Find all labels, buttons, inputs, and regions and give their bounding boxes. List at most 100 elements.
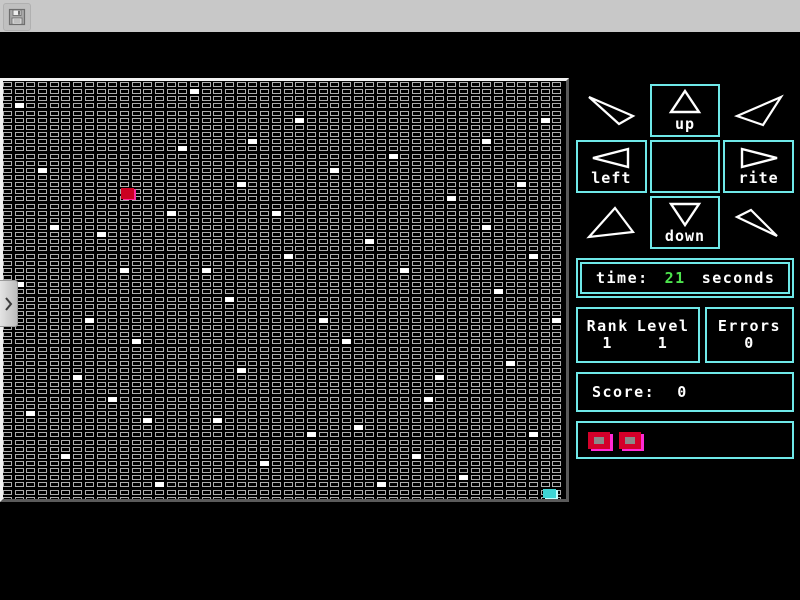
- maze-cell: [73, 189, 83, 195]
- triangle-down-left-icon: [585, 204, 637, 242]
- maze-row: [3, 425, 564, 432]
- maze-cell: [213, 275, 223, 281]
- sidebar-expander-tab[interactable]: [0, 280, 18, 327]
- maze-cell: [341, 346, 351, 352]
- maze-cell: [295, 117, 305, 123]
- rank-level-errors-panel: Rank 1 Level 1 Errors 0: [576, 307, 794, 363]
- maze-cell: [3, 267, 12, 273]
- maze-cell: [353, 332, 363, 338]
- maze-cell: [447, 110, 457, 116]
- maze-cell: [26, 196, 36, 202]
- key-up[interactable]: up: [649, 84, 721, 137]
- maze-cell: [505, 182, 515, 188]
- maze-cell: [14, 110, 24, 116]
- key-left[interactable]: left: [576, 140, 647, 193]
- maze-cell: [517, 182, 527, 188]
- maze-cell: [412, 117, 422, 123]
- maze-cell: [108, 332, 118, 338]
- maze-cell: [225, 182, 235, 188]
- maze-row: [3, 453, 564, 461]
- key-up-left[interactable]: [576, 84, 647, 137]
- maze-cell: [306, 89, 316, 95]
- maze-cell: [493, 267, 503, 273]
- maze-cell: [505, 110, 515, 116]
- maze-cell: [540, 182, 550, 188]
- maze-grid[interactable]: [3, 81, 566, 499]
- maze-cell: [306, 96, 316, 102]
- maze-cell: [517, 246, 527, 252]
- maze-cell: [201, 160, 211, 166]
- maze-cell: [458, 146, 468, 152]
- maze-cell: [377, 210, 386, 216]
- key-down-right[interactable]: [723, 196, 794, 249]
- maze-cell: [166, 82, 176, 87]
- maze-cell: [330, 446, 340, 452]
- maze-cell: [482, 282, 492, 288]
- maze-cell: [225, 196, 235, 202]
- maze-cell: [143, 139, 153, 145]
- maze-cell: [505, 203, 515, 209]
- maze-cell: [493, 182, 503, 188]
- maze-cell: [108, 446, 118, 452]
- maze-cell: [213, 196, 223, 202]
- maze-cell: [341, 439, 351, 445]
- maze-cell: [38, 396, 48, 402]
- maze-cell: [38, 410, 48, 416]
- maze-cell: [26, 332, 36, 338]
- maze-cell: [178, 124, 188, 130]
- maze-cell: [283, 196, 293, 202]
- maze-cell: [528, 225, 538, 230]
- maze-cell: [190, 325, 199, 331]
- maze-cell: [96, 403, 106, 409]
- maze-cell: [271, 289, 281, 295]
- maze-cell: [330, 389, 340, 395]
- maze-cell: [190, 196, 199, 202]
- maze-cell: [470, 174, 480, 180]
- maze-cell: [73, 182, 83, 188]
- maze-cell: [143, 253, 153, 259]
- maze-cell: [482, 153, 492, 159]
- maze-cell: [236, 232, 246, 238]
- maze-cell: [330, 496, 340, 499]
- maze-cell: [190, 96, 199, 102]
- maze-cell: [306, 475, 316, 481]
- key-down[interactable]: down: [649, 196, 721, 249]
- maze-cell: [318, 217, 328, 223]
- maze-cell: [318, 167, 328, 173]
- rank-label: Rank: [586, 316, 629, 335]
- maze-cell: [49, 432, 59, 438]
- key-down-left[interactable]: [576, 196, 647, 249]
- maze-cell: [365, 103, 375, 109]
- maze-cell: [283, 317, 293, 323]
- maze-cell: [552, 353, 562, 359]
- key-up-right[interactable]: [723, 84, 794, 137]
- maze-cell: [143, 275, 153, 281]
- maze-cell: [166, 346, 176, 352]
- maze-cell: [341, 389, 351, 395]
- maze-cell: [61, 89, 71, 95]
- maze-cell: [365, 382, 375, 388]
- maze-cell: [190, 82, 199, 87]
- maze-cell: [540, 282, 550, 288]
- maze-cell: [61, 153, 71, 159]
- maze-cell: [505, 210, 515, 216]
- maze-cell: [131, 332, 141, 338]
- maze-cell: [552, 368, 562, 373]
- maze-cell: [61, 446, 71, 452]
- maze-cell: [119, 339, 129, 345]
- maze-cell: [271, 482, 281, 488]
- maze-cell: [271, 275, 281, 281]
- maze-cell: [306, 310, 316, 316]
- maze-cell: [482, 146, 492, 152]
- save-button[interactable]: [3, 3, 31, 31]
- maze-cell: [38, 360, 48, 366]
- key-right[interactable]: rite: [723, 140, 794, 193]
- maze-cell: [412, 110, 422, 116]
- maze-cell: [166, 160, 176, 166]
- maze-cell: [131, 375, 141, 381]
- key-center[interactable]: [649, 140, 721, 193]
- maze-cell: [84, 460, 94, 466]
- maze-cell: [166, 289, 176, 295]
- maze-cell: [38, 382, 48, 388]
- maze-cell: [201, 475, 211, 481]
